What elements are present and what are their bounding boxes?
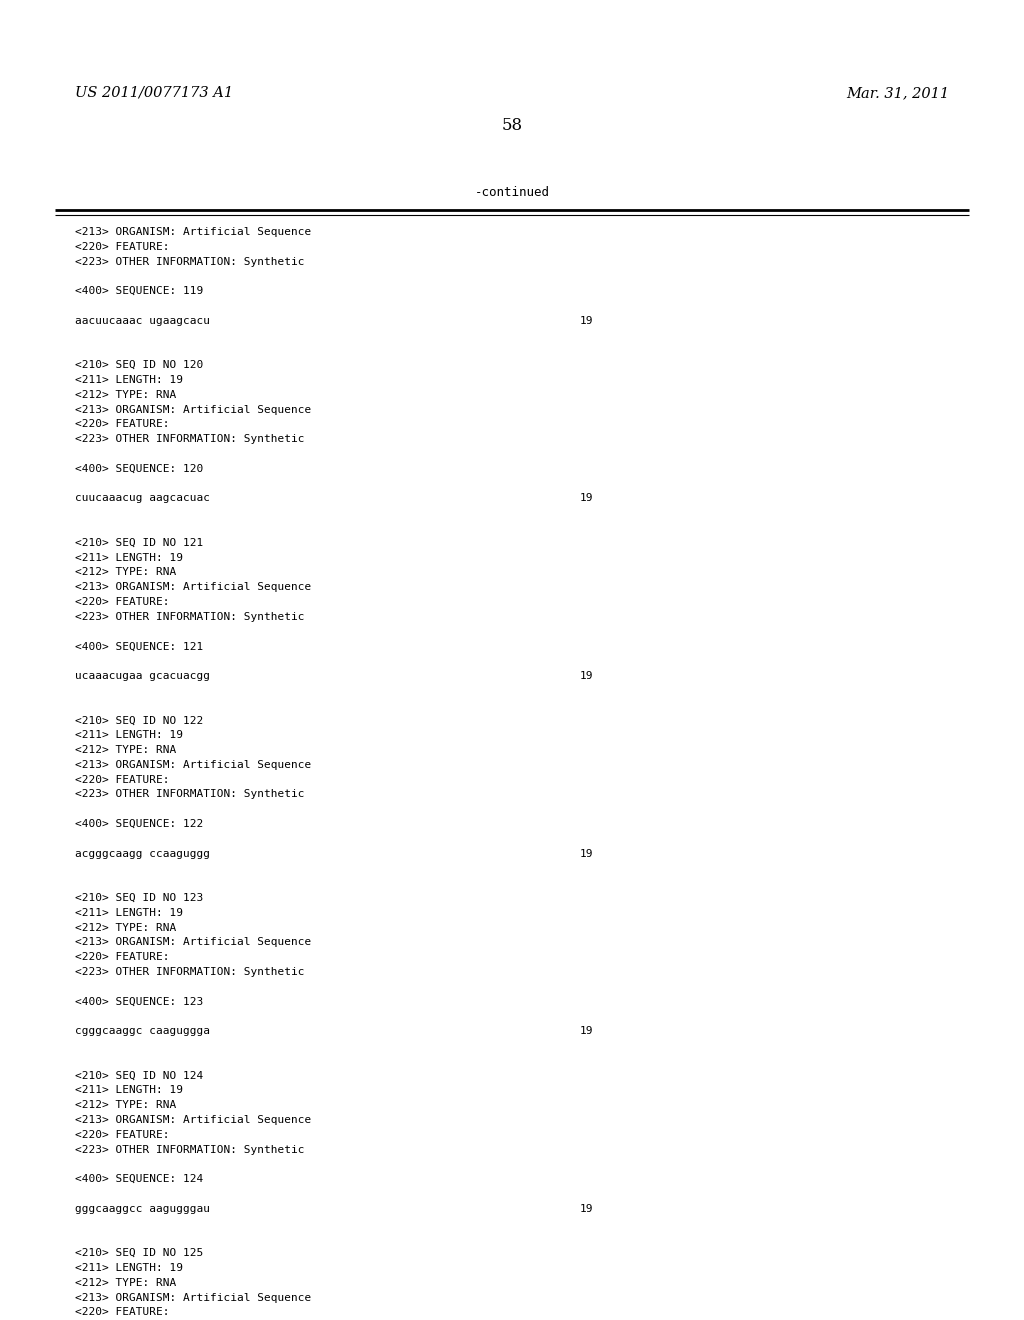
- Text: 19: 19: [580, 671, 594, 681]
- Text: <211> LENGTH: 19: <211> LENGTH: 19: [75, 1263, 183, 1272]
- Text: <211> LENGTH: 19: <211> LENGTH: 19: [75, 730, 183, 741]
- Text: <220> FEATURE:: <220> FEATURE:: [75, 1307, 170, 1317]
- Text: <210> SEQ ID NO 122: <210> SEQ ID NO 122: [75, 715, 203, 726]
- Text: 19: 19: [580, 494, 594, 503]
- Text: <211> LENGTH: 19: <211> LENGTH: 19: [75, 553, 183, 562]
- Text: <223> OTHER INFORMATION: Synthetic: <223> OTHER INFORMATION: Synthetic: [75, 789, 304, 800]
- Text: <223> OTHER INFORMATION: Synthetic: <223> OTHER INFORMATION: Synthetic: [75, 611, 304, 622]
- Text: 19: 19: [580, 1026, 594, 1036]
- Text: <213> ORGANISM: Artificial Sequence: <213> ORGANISM: Artificial Sequence: [75, 1292, 311, 1303]
- Text: cgggcaaggc caaguggga: cgggcaaggc caaguggga: [75, 1026, 210, 1036]
- Text: <213> ORGANISM: Artificial Sequence: <213> ORGANISM: Artificial Sequence: [75, 937, 311, 948]
- Text: <220> FEATURE:: <220> FEATURE:: [75, 242, 170, 252]
- Text: <213> ORGANISM: Artificial Sequence: <213> ORGANISM: Artificial Sequence: [75, 1115, 311, 1125]
- Text: <210> SEQ ID NO 125: <210> SEQ ID NO 125: [75, 1249, 203, 1258]
- Text: <211> LENGTH: 19: <211> LENGTH: 19: [75, 375, 183, 385]
- Text: <400> SEQUENCE: 121: <400> SEQUENCE: 121: [75, 642, 203, 651]
- Text: <212> TYPE: RNA: <212> TYPE: RNA: [75, 389, 176, 400]
- Text: <212> TYPE: RNA: <212> TYPE: RNA: [75, 923, 176, 933]
- Text: <211> LENGTH: 19: <211> LENGTH: 19: [75, 1085, 183, 1096]
- Text: acgggcaagg ccaaguggg: acgggcaagg ccaaguggg: [75, 849, 210, 858]
- Text: <400> SEQUENCE: 120: <400> SEQUENCE: 120: [75, 463, 203, 474]
- Text: <400> SEQUENCE: 119: <400> SEQUENCE: 119: [75, 286, 203, 296]
- Text: <220> FEATURE:: <220> FEATURE:: [75, 952, 170, 962]
- Text: <220> FEATURE:: <220> FEATURE:: [75, 1130, 170, 1139]
- Text: <223> OTHER INFORMATION: Synthetic: <223> OTHER INFORMATION: Synthetic: [75, 968, 304, 977]
- Text: aacuucaaac ugaagcacu: aacuucaaac ugaagcacu: [75, 315, 210, 326]
- Text: cuucaaacug aagcacuac: cuucaaacug aagcacuac: [75, 494, 210, 503]
- Text: <400> SEQUENCE: 123: <400> SEQUENCE: 123: [75, 997, 203, 1007]
- Text: <220> FEATURE:: <220> FEATURE:: [75, 597, 170, 607]
- Text: Mar. 31, 2011: Mar. 31, 2011: [846, 86, 949, 100]
- Text: 58: 58: [502, 116, 522, 133]
- Text: US 2011/0077173 A1: US 2011/0077173 A1: [75, 86, 233, 100]
- Text: <223> OTHER INFORMATION: Synthetic: <223> OTHER INFORMATION: Synthetic: [75, 1144, 304, 1155]
- Text: ucaaacugaa gcacuacgg: ucaaacugaa gcacuacgg: [75, 671, 210, 681]
- Text: <212> TYPE: RNA: <212> TYPE: RNA: [75, 1100, 176, 1110]
- Text: <220> FEATURE:: <220> FEATURE:: [75, 420, 170, 429]
- Text: <212> TYPE: RNA: <212> TYPE: RNA: [75, 1278, 176, 1288]
- Text: <212> TYPE: RNA: <212> TYPE: RNA: [75, 744, 176, 755]
- Text: <400> SEQUENCE: 122: <400> SEQUENCE: 122: [75, 818, 203, 829]
- Text: <213> ORGANISM: Artificial Sequence: <213> ORGANISM: Artificial Sequence: [75, 760, 311, 770]
- Text: -continued: -continued: [474, 186, 550, 199]
- Text: <213> ORGANISM: Artificial Sequence: <213> ORGANISM: Artificial Sequence: [75, 405, 311, 414]
- Text: <212> TYPE: RNA: <212> TYPE: RNA: [75, 568, 176, 577]
- Text: <210> SEQ ID NO 121: <210> SEQ ID NO 121: [75, 537, 203, 548]
- Text: <223> OTHER INFORMATION: Synthetic: <223> OTHER INFORMATION: Synthetic: [75, 256, 304, 267]
- Text: <220> FEATURE:: <220> FEATURE:: [75, 775, 170, 784]
- Text: <223> OTHER INFORMATION: Synthetic: <223> OTHER INFORMATION: Synthetic: [75, 434, 304, 445]
- Text: <213> ORGANISM: Artificial Sequence: <213> ORGANISM: Artificial Sequence: [75, 582, 311, 593]
- Text: <400> SEQUENCE: 124: <400> SEQUENCE: 124: [75, 1175, 203, 1184]
- Text: <210> SEQ ID NO 124: <210> SEQ ID NO 124: [75, 1071, 203, 1081]
- Text: 19: 19: [580, 315, 594, 326]
- Text: gggcaaggcc aagugggau: gggcaaggcc aagugggau: [75, 1204, 210, 1214]
- Text: <210> SEQ ID NO 123: <210> SEQ ID NO 123: [75, 894, 203, 903]
- Text: <211> LENGTH: 19: <211> LENGTH: 19: [75, 908, 183, 917]
- Text: 19: 19: [580, 1204, 594, 1214]
- Text: <210> SEQ ID NO 120: <210> SEQ ID NO 120: [75, 360, 203, 370]
- Text: <213> ORGANISM: Artificial Sequence: <213> ORGANISM: Artificial Sequence: [75, 227, 311, 238]
- Text: 19: 19: [580, 849, 594, 858]
